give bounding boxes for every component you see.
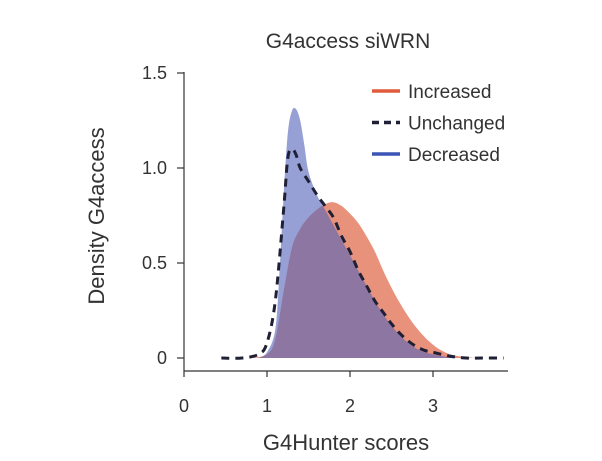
x-tick-label: 3 bbox=[428, 396, 438, 416]
legend-label-unchanged: Unchanged bbox=[408, 114, 505, 135]
y-tick-label: 1.5 bbox=[142, 63, 167, 83]
y-tick-label: 0 bbox=[157, 348, 167, 368]
y-tick-label: 1.0 bbox=[142, 158, 167, 178]
x-tick-label: 1 bbox=[262, 396, 272, 416]
x-tick-label: 2 bbox=[345, 396, 355, 416]
y-tick-label: 0.5 bbox=[142, 253, 167, 273]
legend-label-increased: Increased bbox=[408, 82, 491, 103]
plot-area bbox=[221, 107, 504, 360]
legend-label-decreased: Decreased bbox=[408, 145, 500, 166]
x-tick-label: 0 bbox=[179, 396, 189, 416]
density-line-unchanged bbox=[221, 147, 504, 360]
x-axis-title: G4Hunter scores bbox=[263, 430, 429, 455]
density-area-decreased bbox=[258, 107, 458, 358]
y-axis-title: Density G4access bbox=[84, 127, 109, 304]
y-axis-ticks: 0 0.5 1.0 1.5 bbox=[142, 63, 184, 368]
legend: Increased Unchanged Decreased bbox=[372, 82, 505, 166]
x-axis-ticks: 0 1 2 3 bbox=[179, 371, 438, 416]
chart-title: G4access siWRN bbox=[266, 30, 431, 53]
